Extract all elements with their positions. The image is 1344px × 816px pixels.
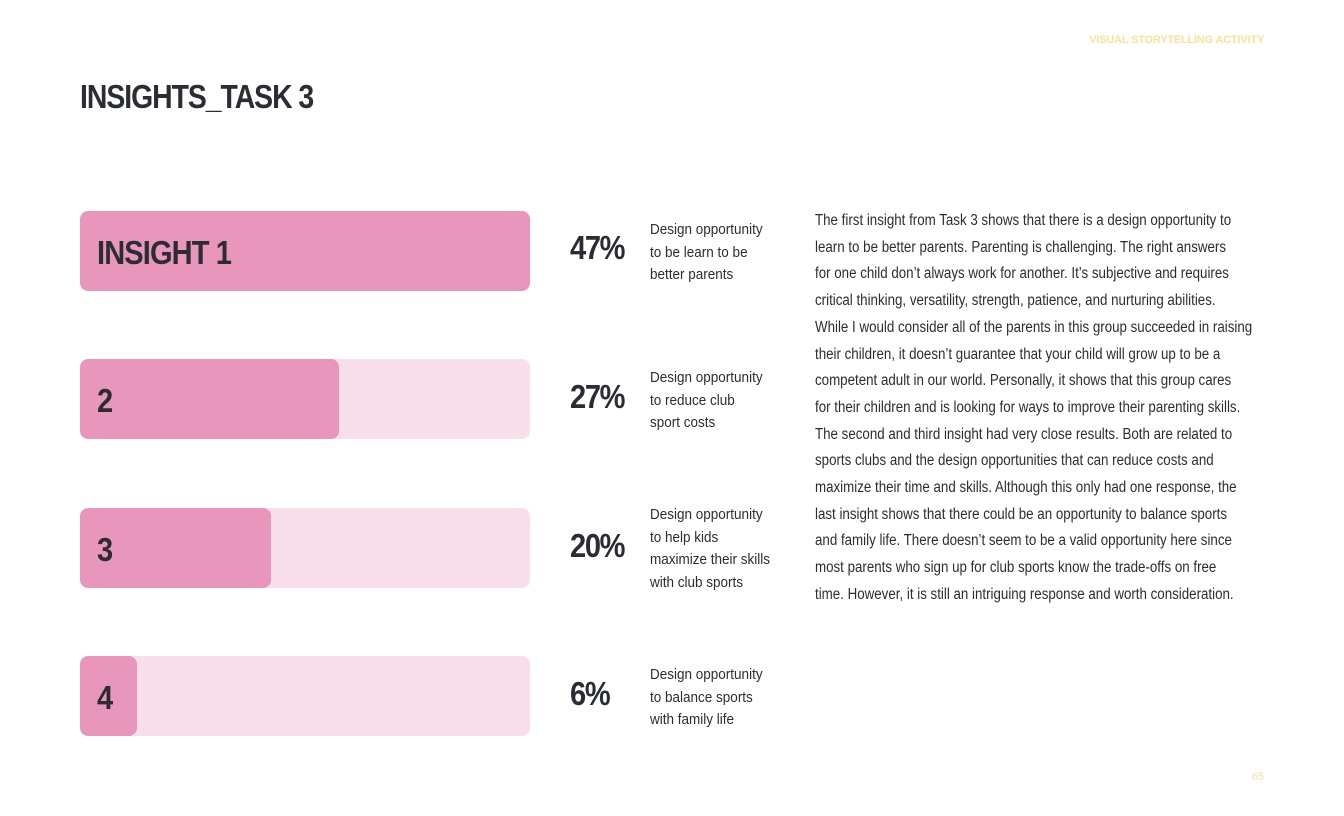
bar-fill <box>80 508 272 588</box>
description-line: to help kids <box>650 528 719 546</box>
paragraph-line: for one child don’t always work for anot… <box>815 265 1229 283</box>
bar-fill <box>80 211 530 291</box>
description-line: sport costs <box>650 414 716 431</box>
paragraph-line: and family life. There doesn’t seem to b… <box>815 532 1232 550</box>
paragraph-line: most parents who sign up for club sports… <box>815 559 1217 577</box>
percent-value: 27% <box>570 378 625 415</box>
bar-track: 4 <box>80 656 530 736</box>
description-line: better parents <box>650 266 734 283</box>
bar-fill <box>80 359 339 439</box>
percent-value: 6% <box>570 675 611 712</box>
bar-track: 3 <box>80 508 530 588</box>
percent-value: 47% <box>570 229 625 266</box>
bar-label: 2 <box>97 382 113 419</box>
paragraph-line: sports clubs and the design opportunitie… <box>815 452 1214 470</box>
description-line: Design opportunity <box>650 506 763 523</box>
paragraph-line: While I would consider all of the parent… <box>815 318 1253 336</box>
insight-description: Design opportunity to help kids maximize… <box>650 504 785 594</box>
paragraph-line: competent adult in our world. Personally… <box>815 372 1232 390</box>
header-tag: VISUAL STORYTELLING ACTIVITY <box>1089 34 1264 46</box>
insight-summary-paragraph: The first insight from Task 3 shows that… <box>815 208 1265 609</box>
bar-fill <box>80 656 138 736</box>
paragraph-line: The first insight from Task 3 shows that… <box>815 212 1232 229</box>
page-number: 65 <box>1251 771 1264 783</box>
bar-track: 2 <box>80 359 530 439</box>
insight-description: Design opportunity to be learn to be bet… <box>650 219 785 287</box>
description-line: Design opportunity <box>650 666 763 683</box>
description-line: with club sports <box>650 573 744 591</box>
page-title: INSIGHTS_TASK 3 <box>80 78 314 115</box>
paragraph-line: maximize their time and skills. Although… <box>815 479 1237 497</box>
description-line: to be learn to be <box>650 243 748 261</box>
paragraph-line: last insight shows that there could be a… <box>815 505 1228 523</box>
paragraph-line: for their children and is looking for wa… <box>815 398 1241 416</box>
description-line: Design opportunity <box>650 221 763 238</box>
percent-value: 20% <box>570 527 625 564</box>
bar-label: 3 <box>97 531 113 568</box>
bar-label: INSIGHT 1 <box>97 234 232 271</box>
paragraph-line: critical thinking, versatility, strength… <box>815 292 1216 310</box>
paragraph-line: learn to be better parents. Parenting is… <box>815 238 1227 256</box>
description-line: maximize their skills <box>650 551 771 568</box>
description-line: Design opportunity <box>650 369 763 386</box>
bar-label: 4 <box>97 679 113 716</box>
insight-description: Design opportunity to balance sports wit… <box>650 664 785 732</box>
description-line: to balance sports <box>650 688 753 706</box>
paragraph-line: their children, it doesn’t guarantee tha… <box>815 345 1221 363</box>
bar-track: INSIGHT 1 <box>80 211 530 291</box>
description-line: to reduce club <box>650 391 735 409</box>
description-line: with family life <box>650 711 735 728</box>
paragraph-line: time. However, it is still an intriguing… <box>815 585 1234 603</box>
insight-description: Design opportunity to reduce club sport … <box>650 367 785 435</box>
paragraph-line: The second and third insight had very cl… <box>815 425 1233 443</box>
